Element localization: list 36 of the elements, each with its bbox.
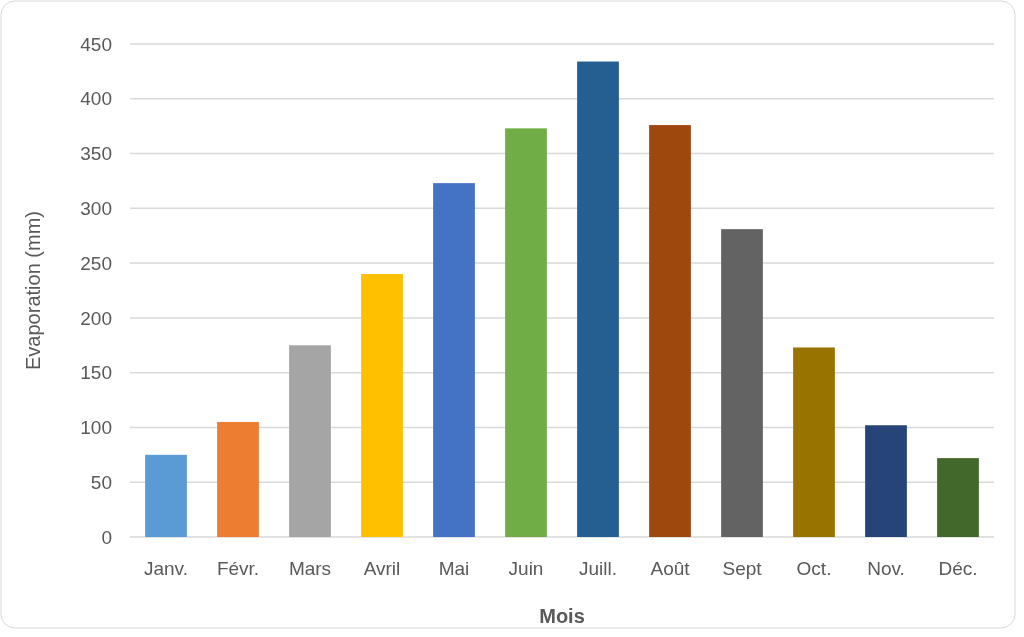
x-tick-label: Mai bbox=[438, 558, 470, 579]
x-tick-label: Juin bbox=[508, 558, 544, 579]
bar bbox=[865, 425, 907, 537]
bar bbox=[145, 454, 187, 537]
bar bbox=[649, 125, 691, 537]
x-tick-label: Août bbox=[650, 558, 691, 579]
x-tick-label: Janv. bbox=[143, 558, 189, 579]
y-tick-label: 250 bbox=[80, 252, 112, 274]
y-tick-label: 450 bbox=[80, 33, 112, 55]
x-tick-label: Mars bbox=[288, 558, 332, 579]
y-tick-label: 100 bbox=[80, 417, 112, 439]
x-tick-label: Juill. bbox=[578, 558, 618, 579]
bar bbox=[217, 421, 259, 537]
x-tick-label: Déc. bbox=[938, 558, 978, 579]
bar bbox=[361, 274, 403, 537]
x-tick-label: Avril bbox=[363, 558, 401, 579]
bar bbox=[505, 128, 547, 537]
bar bbox=[937, 458, 979, 537]
bar bbox=[577, 61, 619, 537]
y-tick-label: 300 bbox=[80, 197, 112, 219]
y-tick-label: 200 bbox=[80, 307, 112, 329]
x-tick-label: Févr. bbox=[216, 558, 260, 579]
x-tick-label: Oct. bbox=[796, 558, 832, 579]
y-tick-label: 50 bbox=[90, 471, 112, 493]
y-tick-label: 400 bbox=[80, 88, 112, 110]
y-axis-title: Evaporation (mm) bbox=[22, 211, 44, 370]
y-tick-label: 0 bbox=[101, 526, 112, 548]
x-tick-label: Sept bbox=[722, 558, 763, 579]
x-axis-title: Mois bbox=[539, 605, 585, 627]
y-tick-label: 150 bbox=[80, 362, 112, 384]
bar bbox=[433, 183, 475, 537]
y-tick-label: 350 bbox=[80, 143, 112, 165]
bar bbox=[793, 347, 835, 537]
bar bbox=[721, 229, 763, 537]
bar bbox=[289, 345, 331, 537]
x-tick-label: Nov. bbox=[867, 558, 905, 579]
